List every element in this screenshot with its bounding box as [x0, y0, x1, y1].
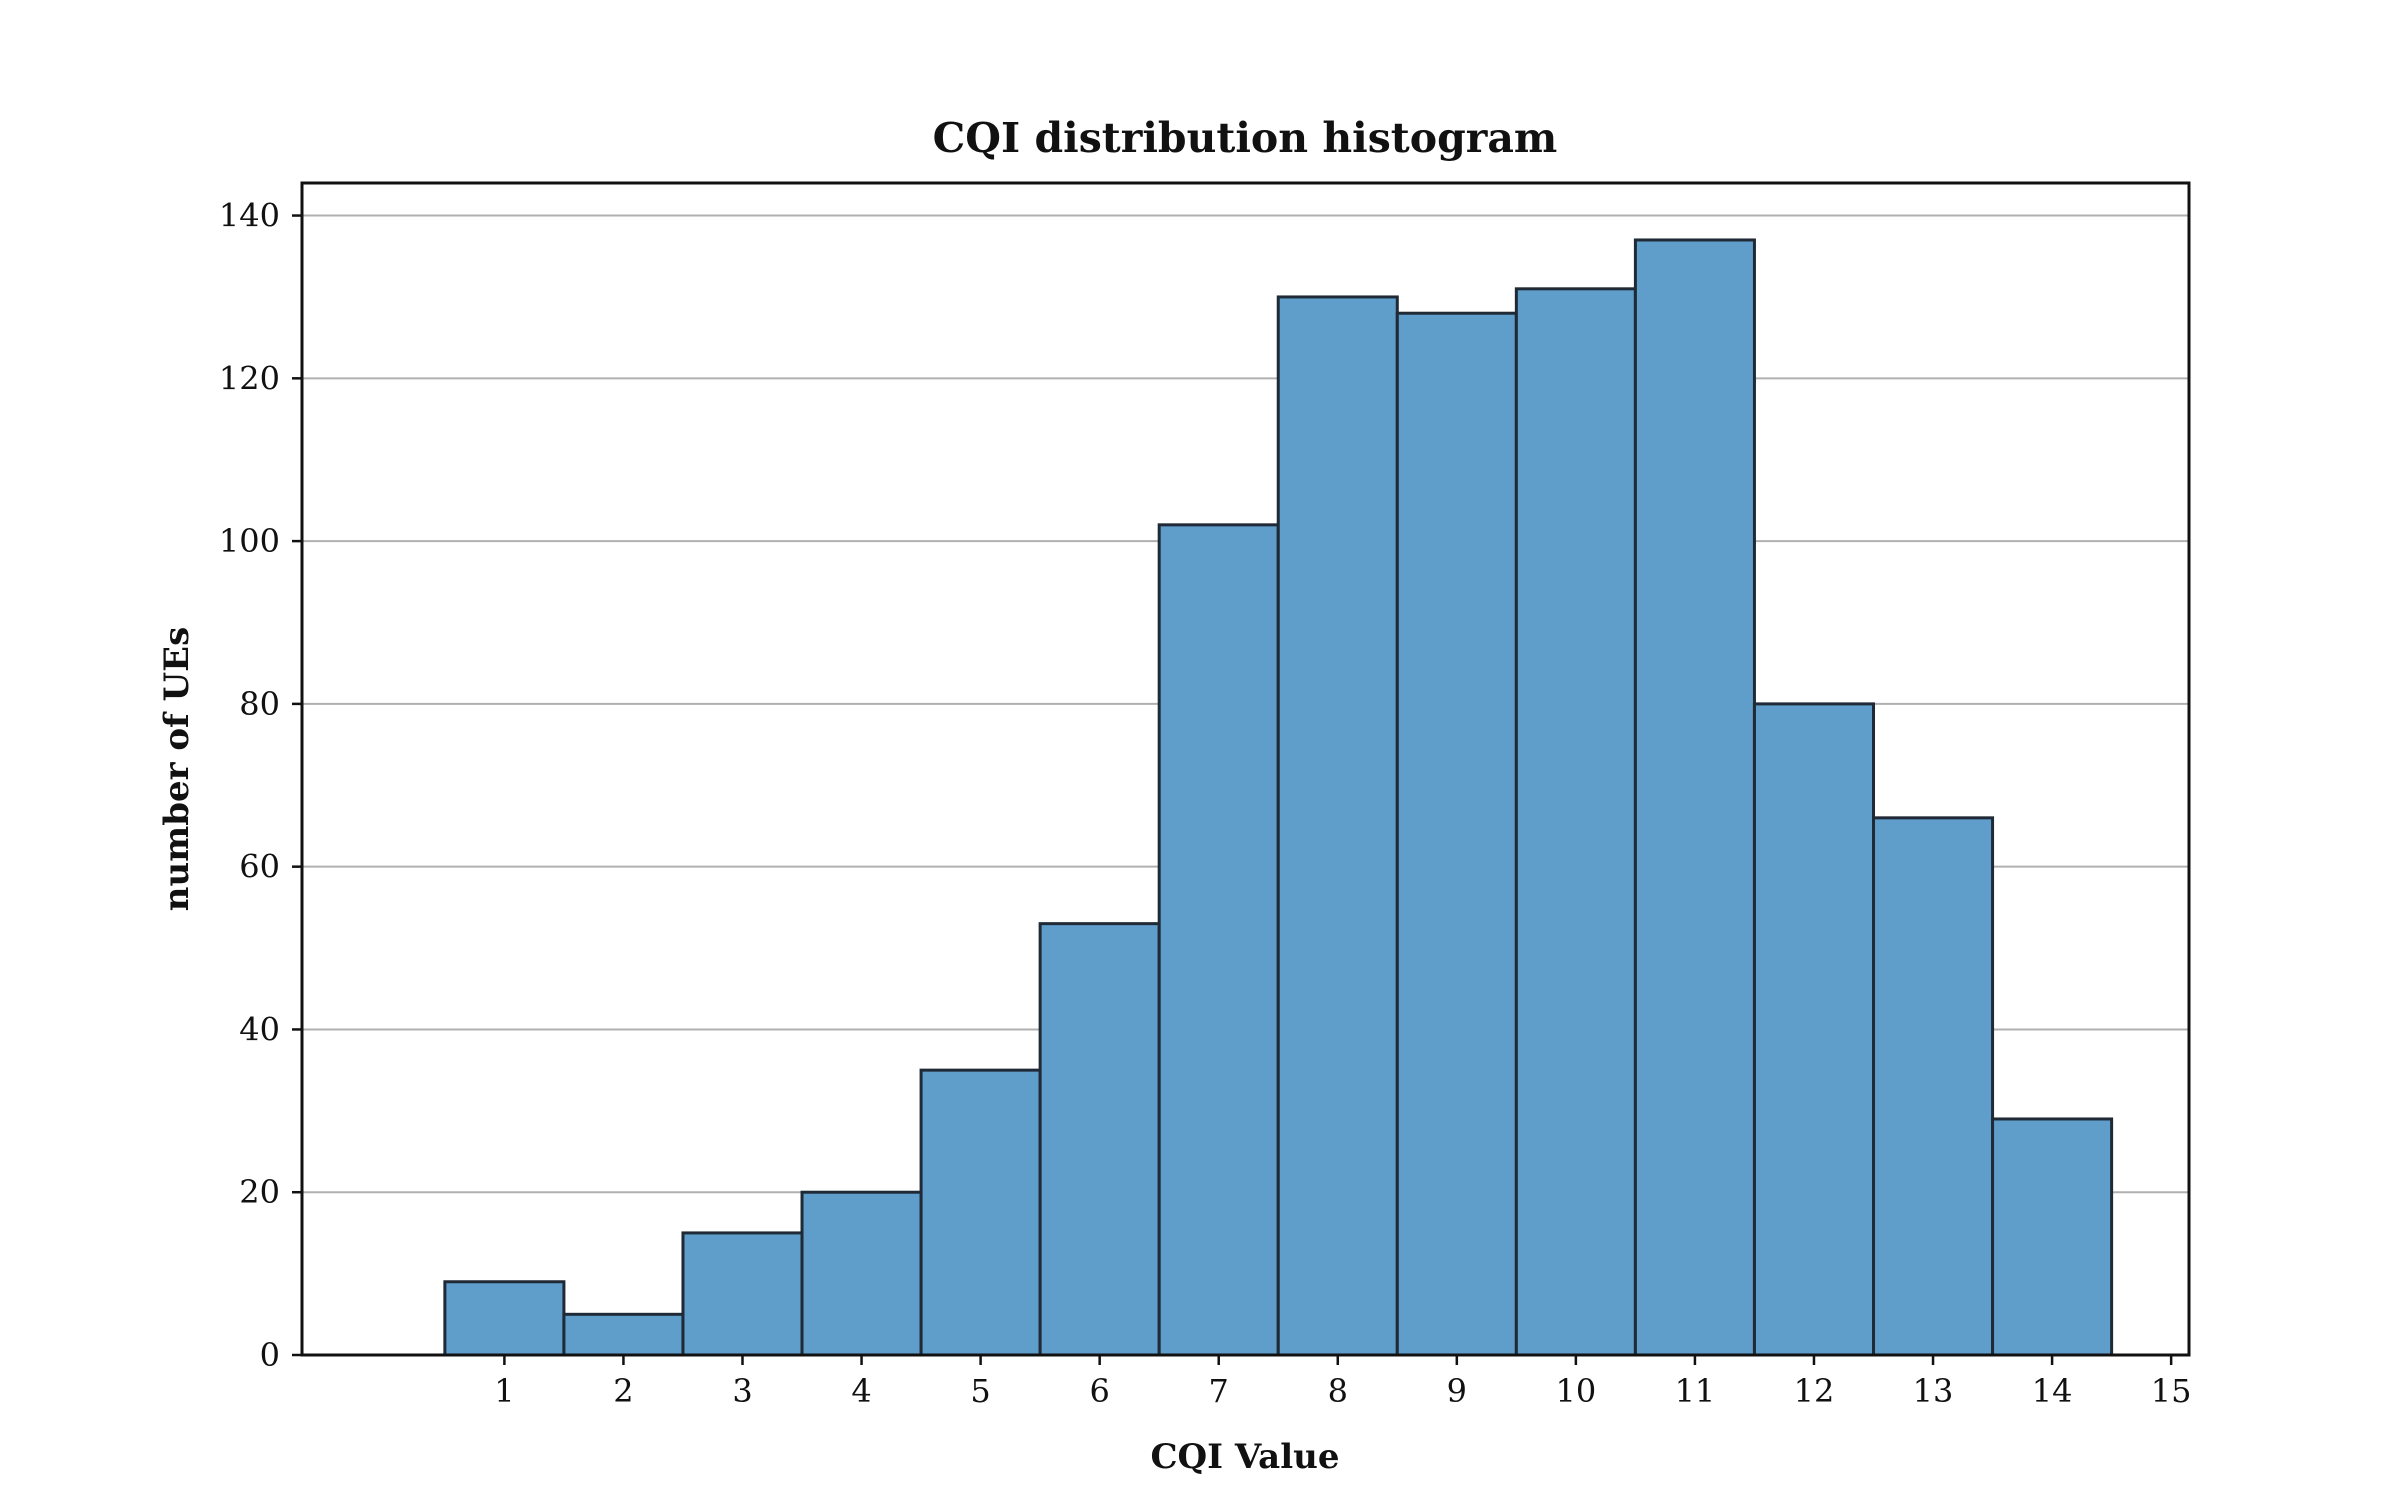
x-tick-label: 6	[1089, 1372, 1109, 1410]
bar-cqi-13	[1872, 816, 1995, 1357]
y-tick-label: 120	[219, 359, 280, 397]
bar-cqi-9	[1395, 311, 1518, 1357]
x-tick-label: 11	[1675, 1372, 1716, 1410]
x-tick-label: 4	[851, 1372, 871, 1410]
bar-cqi-12	[1752, 702, 1876, 1357]
bar-cqi-4	[800, 1190, 923, 1357]
bar-cqi-11	[1633, 238, 1756, 1357]
x-tick-label: 3	[732, 1372, 752, 1410]
y-axis-ticks: 0 20 40 60 80 100 120 140	[219, 197, 302, 1374]
y-tick-label: 100	[219, 522, 280, 560]
x-axis-ticks: 1 2 3 4 5 6 7 8 9 10 11 12 13 14 15	[494, 1355, 2192, 1410]
x-tick-label: 2	[613, 1372, 633, 1410]
bar-cqi-10	[1514, 287, 1637, 1357]
y-axis-label: number of UEs	[157, 627, 197, 911]
y-tick-label: 0	[260, 1336, 280, 1374]
y-tick-label: 80	[239, 685, 280, 723]
bar-cqi-8	[1276, 295, 1399, 1357]
x-tick-label: 5	[970, 1372, 990, 1410]
y-tick-label: 140	[219, 197, 280, 235]
y-tick-label: 60	[239, 848, 280, 886]
x-tick-label: 1	[494, 1372, 514, 1410]
y-tick-label: 20	[239, 1173, 280, 1211]
x-tick-label: 7	[1209, 1372, 1229, 1410]
x-tick-label: 14	[2032, 1372, 2073, 1410]
bar-cqi-3	[681, 1231, 804, 1357]
bar-cqi-2	[562, 1312, 685, 1357]
x-tick-label: 9	[1447, 1372, 1467, 1410]
x-tick-label: 13	[1913, 1372, 1954, 1410]
x-tick-label: 12	[1794, 1372, 1835, 1410]
bar-cqi-5	[919, 1068, 1042, 1357]
x-axis-label: CQI Value	[1151, 1437, 1340, 1477]
plot-frame	[300, 181, 2191, 1357]
x-tick-label: 15	[2151, 1372, 2192, 1410]
x-tick-label: 8	[1328, 1372, 1348, 1410]
y-tick-label: 40	[239, 1010, 280, 1048]
bar-cqi-6	[1038, 922, 1161, 1357]
bar-cqi-7	[1157, 523, 1280, 1357]
bar-cqi-1	[443, 1280, 566, 1357]
x-tick-label: 10	[1556, 1372, 1597, 1410]
bar-cqi-14	[1991, 1117, 2114, 1357]
chart-title: CQI distribution histogram	[933, 114, 1558, 162]
bars	[443, 238, 2114, 1357]
